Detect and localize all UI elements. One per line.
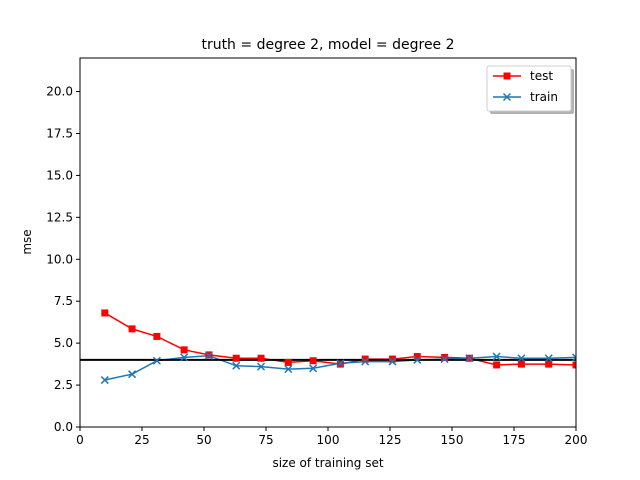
legend-box bbox=[486, 65, 572, 112]
chart-title: truth = degree 2, model = degree 2 bbox=[201, 37, 454, 53]
legend-test-label: test bbox=[530, 69, 553, 83]
y-tick-label: 0.0 bbox=[54, 420, 73, 434]
test-point bbox=[545, 360, 553, 368]
test-point bbox=[284, 358, 292, 366]
test-point bbox=[413, 353, 421, 361]
y-tick-label: 15.0 bbox=[46, 168, 73, 182]
test-point bbox=[517, 360, 525, 368]
test-point bbox=[441, 353, 449, 361]
x-axis-label: size of training set bbox=[272, 456, 383, 470]
train-point bbox=[232, 361, 241, 370]
train-point bbox=[388, 357, 397, 366]
train-point bbox=[361, 357, 370, 366]
train-point bbox=[440, 355, 449, 364]
train-point bbox=[309, 364, 318, 373]
train-point bbox=[180, 353, 189, 362]
x-tick-label: 0 bbox=[76, 433, 84, 447]
test-point bbox=[388, 355, 396, 363]
x-tick-label: 200 bbox=[565, 433, 588, 447]
test-point bbox=[361, 355, 369, 363]
plot-area bbox=[80, 309, 576, 385]
y-tick-label: 10.0 bbox=[46, 252, 73, 266]
x-tick-label: 150 bbox=[441, 433, 464, 447]
x-tick-label: 25 bbox=[134, 433, 149, 447]
legend-train-marker bbox=[502, 92, 512, 102]
legend-test-marker bbox=[503, 72, 511, 80]
train-point bbox=[128, 370, 137, 379]
y-tick-label: 2.5 bbox=[54, 378, 73, 392]
test-point bbox=[257, 354, 265, 362]
train-point bbox=[100, 376, 109, 385]
y-axis-label: mse bbox=[20, 229, 34, 254]
x-tick-label: 100 bbox=[317, 433, 340, 447]
train-point bbox=[465, 354, 474, 363]
train-point bbox=[413, 355, 422, 364]
test-point bbox=[180, 346, 188, 354]
test-point bbox=[232, 354, 240, 362]
y-tick-label: 5.0 bbox=[54, 336, 73, 350]
train-point bbox=[152, 356, 161, 365]
train-point bbox=[336, 359, 345, 368]
train-point bbox=[204, 351, 213, 360]
test-point bbox=[493, 361, 501, 369]
test-point bbox=[128, 325, 136, 333]
x-tick-label: 175 bbox=[503, 433, 526, 447]
y-tick-label: 7.5 bbox=[54, 294, 73, 308]
x-tick-label: 75 bbox=[258, 433, 273, 447]
x-tick-label: 125 bbox=[379, 433, 402, 447]
y-tick-label: 12.5 bbox=[46, 210, 73, 224]
tick-group: 0 25 50 75 100 125 150 175 200 0.0 2.5 5.0 7.5 10.0 12… bbox=[46, 85, 587, 447]
train-point bbox=[544, 354, 553, 363]
test-point bbox=[309, 357, 317, 365]
train-point bbox=[284, 365, 293, 374]
legend: test train bbox=[486, 65, 574, 114]
train-point bbox=[517, 354, 526, 363]
train-point bbox=[492, 352, 501, 361]
y-tick-label: 17.5 bbox=[46, 126, 73, 140]
test-point bbox=[572, 361, 576, 369]
test-point bbox=[153, 332, 161, 340]
train-point bbox=[257, 362, 266, 371]
y-tick-label: 20.0 bbox=[46, 85, 73, 99]
train-point bbox=[571, 353, 576, 362]
x-tick-label: 50 bbox=[196, 433, 211, 447]
test-point bbox=[101, 309, 109, 317]
legend-train-label: train bbox=[530, 90, 558, 104]
